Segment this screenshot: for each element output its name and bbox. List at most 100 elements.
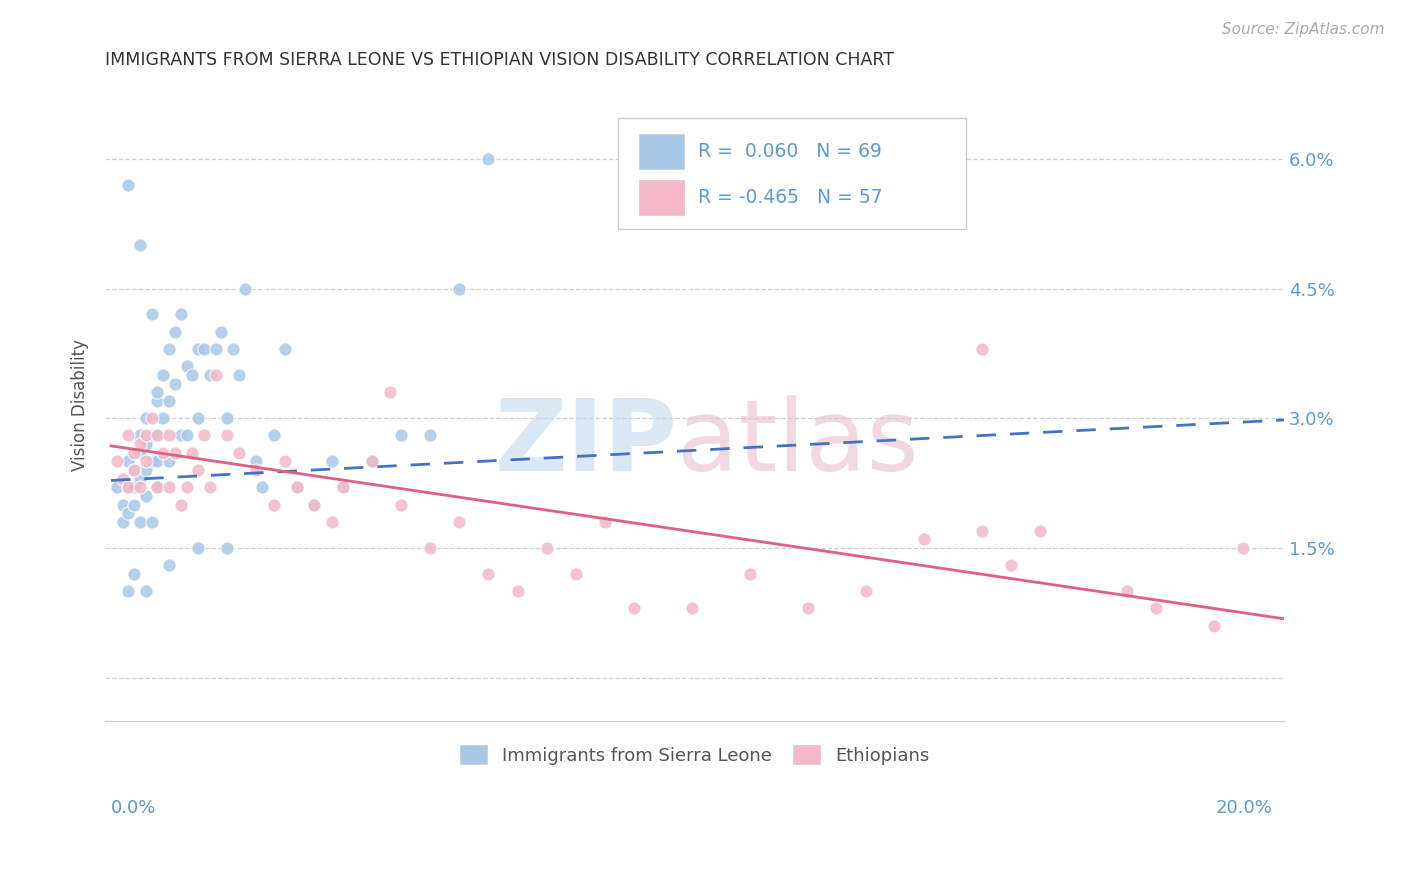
Point (564, 566, 586, 581)
Point (1232, 541, 1254, 555)
Point (536, 541, 558, 555)
Point (361, 454, 384, 468)
Point (135, 454, 157, 468)
Point (250, 480, 273, 494)
Point (141, 411, 163, 425)
Point (193, 428, 215, 442)
Point (449, 515, 471, 529)
Text: R = -0.465   N = 57: R = -0.465 N = 57 (699, 188, 883, 207)
Point (129, 446, 152, 460)
Point (129, 515, 152, 529)
Point (181, 446, 204, 460)
Point (105, 454, 128, 468)
Point (157, 342, 180, 356)
Point (135, 437, 157, 451)
Point (1144, 601, 1167, 615)
Point (117, 480, 139, 494)
Point (419, 428, 441, 442)
Point (681, 601, 703, 615)
Point (170, 428, 193, 442)
Point (477, 566, 499, 581)
Point (304, 498, 326, 512)
Point (176, 359, 198, 374)
Text: ZIP: ZIP (494, 394, 676, 491)
FancyBboxPatch shape (640, 134, 683, 169)
Text: R =  0.060   N = 69: R = 0.060 N = 69 (699, 142, 882, 161)
Point (228, 446, 250, 460)
Legend: Immigrants from Sierra Leone, Ethiopians: Immigrants from Sierra Leone, Ethiopians (453, 738, 936, 772)
Point (217, 411, 239, 425)
Point (111, 472, 134, 486)
Point (122, 446, 145, 460)
Point (105, 480, 128, 494)
Point (274, 342, 297, 356)
Point (129, 480, 152, 494)
Point (321, 454, 343, 468)
Point (146, 480, 169, 494)
Point (1116, 584, 1139, 599)
Point (198, 368, 221, 382)
Point (141, 454, 163, 468)
Point (122, 498, 145, 512)
Point (152, 446, 174, 460)
Point (152, 411, 174, 425)
Point (141, 515, 163, 529)
Point (204, 342, 226, 356)
Point (146, 428, 169, 442)
Point (111, 498, 134, 512)
Text: IMMIGRANTS FROM SIERRA LEONE VS ETHIOPIAN VISION DISABILITY CORRELATION CHART: IMMIGRANTS FROM SIERRA LEONE VS ETHIOPIA… (105, 51, 894, 69)
Point (117, 584, 139, 599)
Point (1204, 618, 1226, 632)
Point (122, 566, 145, 581)
Point (170, 498, 193, 512)
Point (228, 368, 250, 382)
Point (129, 437, 152, 451)
Point (217, 541, 239, 555)
Point (389, 428, 412, 442)
Point (141, 428, 163, 442)
Point (245, 454, 267, 468)
Point (176, 480, 198, 494)
Point (117, 428, 139, 442)
Text: atlas: atlas (676, 394, 918, 491)
Point (389, 498, 412, 512)
Point (855, 584, 877, 599)
Point (797, 601, 820, 615)
Point (117, 506, 139, 520)
Point (506, 584, 529, 599)
Point (157, 480, 180, 494)
Point (1000, 558, 1022, 573)
Point (122, 463, 145, 477)
Point (332, 480, 354, 494)
Point (163, 446, 186, 460)
Point (146, 454, 169, 468)
Point (1029, 524, 1052, 538)
Point (204, 368, 226, 382)
Point (146, 480, 169, 494)
FancyBboxPatch shape (640, 180, 683, 215)
Point (135, 463, 157, 477)
Point (332, 480, 354, 494)
Point (117, 480, 139, 494)
Point (449, 281, 471, 295)
Point (152, 368, 174, 382)
Point (593, 515, 616, 529)
Text: 0.0%: 0.0% (111, 798, 156, 816)
Y-axis label: Vision Disability: Vision Disability (72, 339, 89, 471)
Point (129, 428, 152, 442)
Point (129, 238, 152, 252)
Point (222, 342, 245, 356)
Point (738, 566, 761, 581)
Point (146, 428, 169, 442)
Point (263, 498, 285, 512)
Point (187, 463, 209, 477)
Point (146, 385, 169, 400)
Text: Source: ZipAtlas.com: Source: ZipAtlas.com (1222, 22, 1385, 37)
Point (163, 376, 186, 391)
Point (176, 428, 198, 442)
Point (111, 515, 134, 529)
Point (135, 428, 157, 442)
Point (912, 533, 935, 547)
Point (285, 480, 308, 494)
Point (117, 454, 139, 468)
